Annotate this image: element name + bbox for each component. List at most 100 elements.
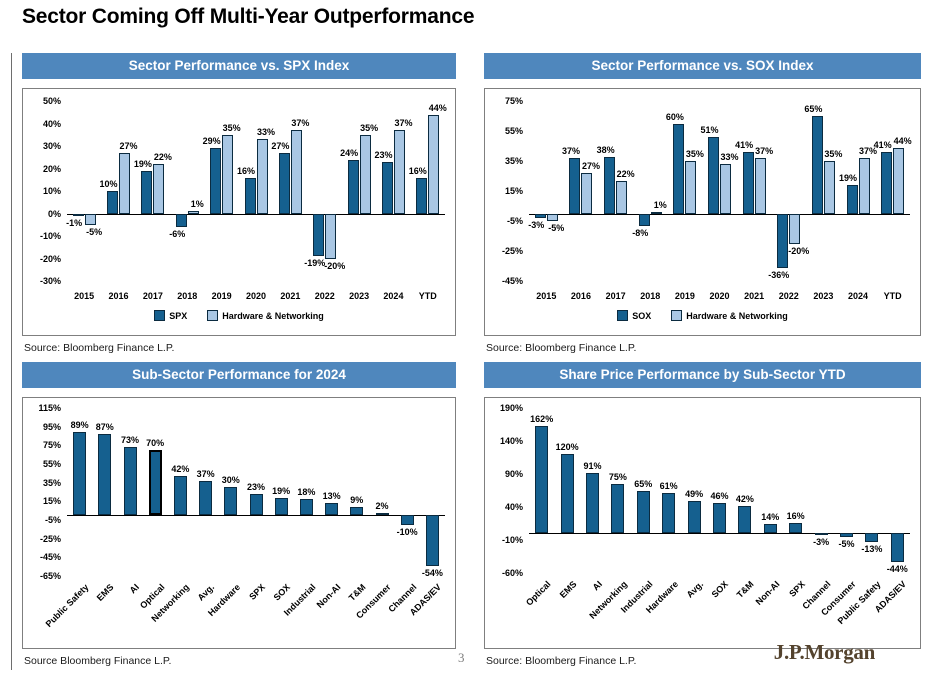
y-axis-tick: -45% (39, 552, 61, 563)
bar-non-ai (763, 524, 777, 534)
bar-value-label: 19% (839, 173, 858, 183)
legend-swatch-icon (617, 310, 629, 321)
x-category-label-text: AI (127, 582, 142, 596)
bar-2021 (754, 158, 766, 214)
bar-2023 (359, 134, 371, 214)
bar-2017 (153, 164, 165, 214)
y-axis-tick: 50% (42, 96, 61, 106)
legend-item: Hardware & Networking (671, 310, 788, 321)
x-category-label: 2017 (142, 291, 163, 301)
y-axis-tick: -65% (39, 571, 61, 581)
x-category-label-text: Avg. (684, 579, 706, 600)
bar-consumer (840, 533, 853, 537)
bar-2015 (534, 213, 546, 218)
legend-label: SPX (169, 310, 188, 321)
bar-2020 (708, 137, 719, 214)
bar-value-label: 37% (291, 118, 310, 129)
bar-2021 (290, 130, 302, 214)
bar-value-label: 14% (761, 512, 780, 523)
bar-networking (173, 476, 187, 516)
bar-value-label: -54% (421, 567, 443, 578)
bar-sox (713, 503, 726, 534)
bar-public-safety (865, 533, 879, 542)
x-category-label: 2021 (744, 291, 765, 301)
legend-label: Hardware & Networking (686, 310, 788, 321)
bar-value-label: 37% (755, 146, 774, 156)
bar-value-label: -13% (861, 543, 883, 554)
x-category-label: YTD (418, 291, 437, 301)
bar-value-label: 41% (735, 140, 754, 150)
bar-value-label: -5% (548, 223, 565, 233)
bar-value-label: 33% (256, 127, 275, 138)
y-axis-tick: 30% (42, 141, 61, 151)
x-category-label-text: SPX (247, 582, 268, 602)
x-category-label-text: Optical (524, 579, 553, 608)
bar-non-ai (325, 503, 339, 516)
x-category-label: 2022 (314, 291, 335, 301)
bar-2021 (742, 152, 754, 214)
x-category-label: 2018 (177, 291, 198, 301)
bar-2019 (222, 134, 234, 214)
bar-value-label: 42% (735, 493, 754, 504)
bar-value-label: 33% (720, 152, 739, 162)
jpmorgan-logo: J.P.Morgan (773, 640, 876, 664)
bar-2024 (393, 130, 405, 214)
chart-legend: SOX Hardware & Networking (485, 310, 920, 321)
y-axis-tick: -5% (44, 515, 61, 525)
y-axis-tick: -5% (506, 216, 523, 226)
bar-value-label: 35% (824, 149, 843, 159)
bar-value-label: 91% (583, 461, 602, 472)
bar-value-label: 18% (297, 486, 316, 497)
y-axis-tick: 15% (42, 496, 61, 507)
y-axis-tick: -30% (39, 276, 61, 286)
bar-value-label: 70% (146, 438, 165, 448)
bar-2024 (858, 158, 870, 214)
bar-value-label: 42% (171, 464, 190, 475)
bar-2018 (650, 212, 662, 214)
bar-value-label: -8% (632, 227, 649, 238)
chart-sox-vs-sector: 75% 55% 35% 15% -5% -25% -45% -3% -5% 2015 37% 27% 2… (484, 88, 921, 336)
x-category-label: 2015 (74, 291, 95, 301)
panel-subsector-2024: Sub-Sector Performance for 2024 115% 95% 7… (22, 362, 456, 667)
bar-2024 (381, 161, 393, 214)
bar-value-label: 22% (153, 152, 172, 162)
legend-item: Hardware & Networking (207, 310, 324, 321)
bar-value-label: -5% (838, 538, 855, 549)
bar-ytd (893, 147, 905, 214)
bar-2017 (616, 180, 628, 214)
legend-label: Hardware & Networking (222, 310, 324, 321)
x-category-label-text: T&M (347, 582, 368, 603)
y-axis-tick: -25% (39, 533, 61, 544)
bar-2019 (210, 148, 222, 214)
legend-item: SOX (617, 310, 651, 321)
bar-ytd (881, 152, 893, 214)
x-category-label: 2020 (245, 291, 266, 301)
x-category-label: 2023 (813, 291, 834, 301)
bar-value-label: 73% (120, 435, 139, 446)
y-axis-tick: 190% (499, 403, 523, 413)
bar-ytd (428, 114, 440, 214)
bar-value-label: 10% (99, 179, 118, 189)
bar-ai (586, 473, 599, 534)
bar-value-label: 16% (236, 165, 255, 176)
x-category-label: 2019 (674, 291, 695, 301)
y-axis-tick: 10% (42, 186, 61, 196)
source-note-subsector-2024: Source Bloomberg Finance L.P. (24, 655, 172, 667)
y-axis-tick: 55% (504, 126, 523, 136)
x-category-label: 2024 (383, 291, 404, 301)
chart-title-subsector-ytd: Share Price Performance by Sub-Sector YT… (484, 362, 921, 388)
bar-value-label: 37% (196, 468, 215, 479)
x-category-label-text: AI (590, 579, 604, 593)
bar-2019 (673, 123, 685, 214)
bar-t-m (738, 505, 752, 534)
bar-value-label: 60% (665, 111, 684, 122)
bar-channel (814, 533, 828, 536)
bar-value-label: 19% (133, 158, 152, 169)
y-axis-tick: 75% (42, 440, 61, 451)
bar-t-m (350, 506, 364, 516)
bar-value-label: -10% (396, 526, 418, 537)
bar-2023 (823, 161, 835, 214)
bar-2017 (604, 156, 616, 214)
bar-value-label: 61% (659, 481, 678, 492)
bar-hardware (224, 487, 238, 516)
